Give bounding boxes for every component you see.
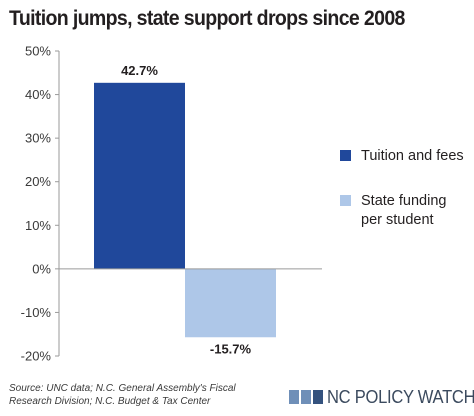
bar-state-funding [185, 268, 276, 338]
logo-mark-left [289, 390, 299, 404]
y-tick-label: -20% [21, 349, 52, 364]
chart-title: Tuition jumps, state support drops since… [9, 7, 405, 30]
data-label-tuition: 42.7% [121, 63, 158, 78]
logo-mark-right [313, 390, 323, 404]
logo-mark-middle [301, 390, 311, 404]
y-tick-label: -10% [21, 305, 52, 320]
data-label-state-funding: -15.7% [210, 341, 252, 356]
y-tick-label: 50% [25, 44, 51, 59]
legend-swatch-tuition [340, 150, 351, 161]
source-note: Source: UNC data; N.C. General Assembly'… [9, 383, 236, 407]
legend-label-line-2: per student [361, 212, 434, 228]
y-tick-label: 30% [25, 131, 51, 146]
y-tick-label: 0% [32, 261, 51, 276]
legend-swatch-state-funding [340, 195, 351, 206]
y-tick-label: 10% [25, 218, 51, 233]
y-tick-label: 20% [25, 174, 51, 189]
legend-label-line-1: State funding [361, 193, 447, 209]
y-tick-label: 40% [25, 87, 51, 102]
legend-label-state-funding: State funding per student [361, 192, 446, 230]
legend-label-tuition: Tuition and fees [361, 148, 464, 164]
bar-tuition [94, 82, 185, 269]
logo-text: NC POLICY WATCH [327, 387, 474, 407]
